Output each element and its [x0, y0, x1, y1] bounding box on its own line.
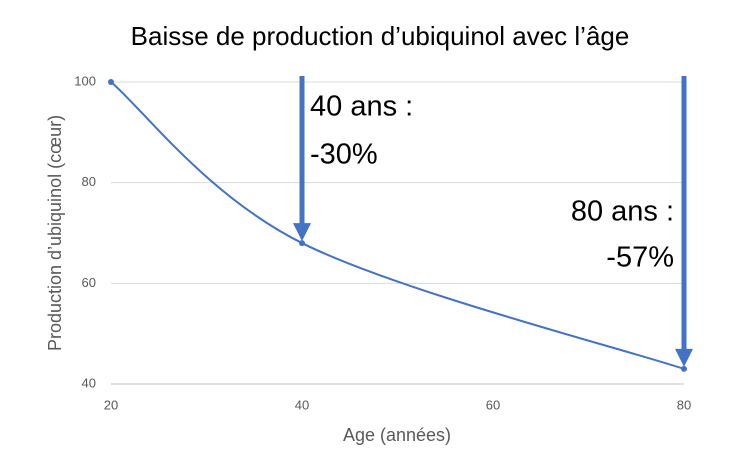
chart-title: Baisse de production d’ubiquinol avec l’…	[131, 21, 630, 51]
x-axis-title: Age (années)	[343, 425, 451, 445]
point	[108, 79, 114, 85]
x-tick-label: 60	[486, 397, 500, 412]
x-tick-label: 80	[677, 397, 691, 412]
y-tick-label: 80	[82, 174, 96, 189]
annotation: 40 ans :	[310, 91, 413, 123]
line	[110, 81, 685, 370]
x-tick-label: 20	[104, 397, 118, 412]
x-tick-label: 40	[295, 397, 309, 412]
point	[299, 240, 305, 247]
arrow-head	[293, 223, 311, 242]
arrow-head	[675, 348, 693, 367]
y-tick-label: 60	[82, 275, 96, 290]
annotation: -57%	[606, 242, 674, 274]
y-tick-label: 100	[74, 73, 96, 88]
annotation: 80 ans :	[571, 196, 674, 228]
annotation: -30%	[310, 139, 378, 171]
y-axis-title: Production d’ubiquinol (cœur)	[45, 115, 65, 351]
y-tick-label: 40	[82, 375, 96, 390]
point	[681, 365, 687, 372]
